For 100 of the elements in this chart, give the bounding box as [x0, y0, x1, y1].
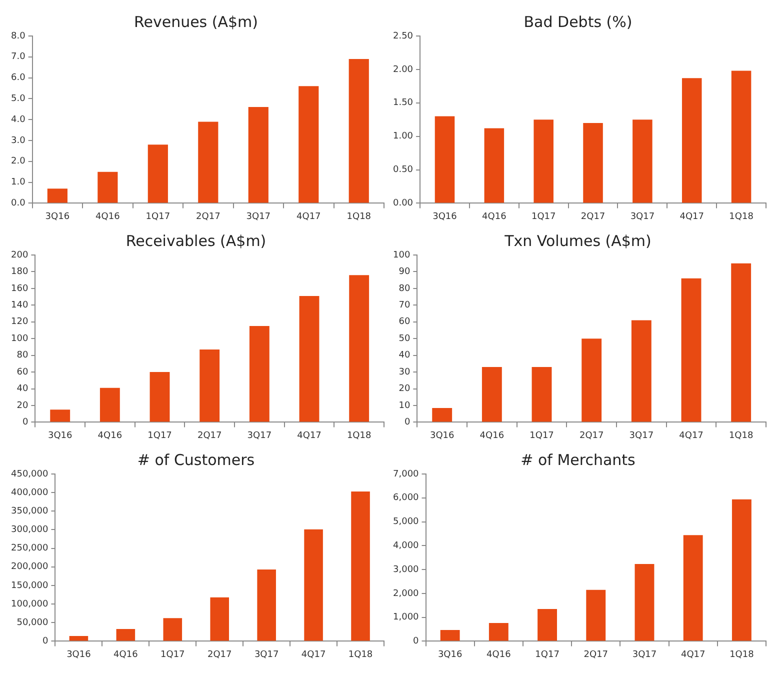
- chart-title: Bad Debts (%): [524, 12, 632, 31]
- bar: [681, 278, 702, 422]
- x-tick-label: 2Q17: [197, 430, 222, 441]
- y-tick-label: 0: [42, 636, 48, 647]
- bar: [210, 597, 230, 641]
- bar: [69, 636, 88, 641]
- y-tick-label: 5,000: [393, 517, 420, 528]
- x-tick-label: 1Q17: [160, 650, 185, 660]
- bar: [440, 630, 460, 641]
- y-tick-label: 0: [413, 636, 420, 647]
- bar: [682, 78, 702, 203]
- y-tick-label: 50,000: [16, 618, 48, 628]
- y-tick-label: 60: [16, 367, 28, 378]
- y-tick-label: 7.0: [10, 52, 26, 62]
- x-tick-label: 1Q18: [346, 212, 372, 222]
- y-tick-label: 140: [10, 300, 28, 311]
- y-tick-label: 180: [10, 267, 28, 278]
- y-tick-label: 1,000: [393, 612, 420, 623]
- y-tick-label: 400,000: [11, 488, 48, 498]
- x-tick-label: 3Q16: [430, 430, 454, 441]
- x-tick-label: 4Q16: [98, 430, 122, 441]
- y-tick-label: 7,000: [393, 469, 420, 480]
- y-tick-label: 1.00: [392, 132, 414, 142]
- y-tick-label: 40: [398, 350, 410, 361]
- y-tick-label: 200,000: [11, 562, 48, 572]
- x-tick-label: 3Q16: [45, 212, 70, 222]
- x-tick-label: 3Q17: [630, 212, 655, 222]
- bar: [632, 120, 652, 203]
- chart-title: # of Merchants: [520, 450, 636, 469]
- x-tick-label: 4Q16: [114, 650, 138, 660]
- x-tick-label: 1Q17: [530, 430, 554, 441]
- bar: [732, 499, 752, 641]
- y-tick-label: 160: [10, 284, 28, 294]
- x-tick-label: 4Q16: [486, 650, 512, 660]
- y-tick-label: 100: [10, 334, 28, 344]
- y-tick-label: 70: [398, 300, 410, 311]
- bar: [488, 623, 508, 641]
- chart-title: Receivables (A$m): [126, 232, 266, 250]
- chart-title: Revenues (A$m): [134, 12, 258, 31]
- bar: [683, 535, 703, 641]
- y-tick-label: 0.50: [392, 165, 414, 176]
- x-tick-label: 4Q17: [296, 212, 321, 222]
- x-tick-label: 4Q16: [480, 430, 504, 441]
- x-tick-label: 3Q17: [254, 650, 279, 660]
- x-tick-label: 3Q16: [438, 650, 462, 660]
- y-tick-label: 100,000: [11, 599, 48, 610]
- chart-title: # of Customers: [137, 450, 255, 469]
- bar: [538, 608, 557, 641]
- x-tick-label: 3Q17: [247, 430, 272, 441]
- bar: [351, 491, 370, 641]
- bar: [100, 388, 120, 422]
- bar: [586, 590, 606, 641]
- x-tick-label: 4Q17: [680, 650, 706, 660]
- y-tick-label: 20: [398, 384, 410, 394]
- y-tick-label: 0: [404, 418, 410, 428]
- y-tick-label: 150,000: [11, 580, 48, 591]
- y-tick-label: 5.0: [10, 94, 26, 104]
- x-tick-label: 4Q16: [482, 212, 507, 222]
- bar: [257, 569, 276, 641]
- x-tick-label: 3Q17: [629, 430, 654, 441]
- x-tick-label: 2Q17: [196, 212, 220, 222]
- x-tick-label: 4Q17: [679, 430, 704, 441]
- x-tick-label: 1Q17: [535, 650, 560, 660]
- y-tick-label: 80: [16, 350, 28, 361]
- x-tick-label: 4Q17: [680, 212, 704, 222]
- bar: [47, 188, 68, 203]
- x-tick-label: 2Q17: [207, 650, 232, 660]
- y-tick-label: 80: [398, 284, 410, 294]
- x-tick-label: 2Q17: [584, 650, 608, 660]
- y-tick-label: 6,000: [393, 493, 420, 504]
- bar: [116, 628, 136, 641]
- y-tick-label: 10: [398, 400, 410, 411]
- bar: [249, 326, 270, 422]
- y-tick-label: 1.50: [392, 98, 414, 108]
- bar: [582, 338, 602, 422]
- x-tick-label: 1Q18: [730, 650, 754, 660]
- x-tick-label: 2Q17: [579, 430, 604, 441]
- y-tick-label: 6.0: [10, 73, 26, 84]
- bar: [349, 275, 370, 422]
- bar: [163, 618, 182, 641]
- bar: [583, 122, 603, 203]
- bar: [304, 529, 323, 641]
- x-tick-label: 3Q16: [48, 430, 72, 441]
- y-tick-label: 60: [398, 317, 410, 328]
- x-tick-label: 3Q16: [432, 212, 458, 222]
- y-tick-label: 3,000: [393, 564, 420, 575]
- y-tick-label: 450,000: [11, 469, 48, 480]
- y-tick-label: 3.0: [10, 136, 26, 146]
- y-tick-label: 0: [22, 418, 28, 428]
- y-tick-label: 200: [10, 250, 28, 260]
- x-tick-label: 4Q16: [96, 212, 120, 222]
- x-tick-label: 1Q18: [729, 212, 754, 222]
- chart-title: Txn Volumes (A$m): [504, 232, 652, 250]
- x-tick-label: 1Q18: [348, 650, 373, 660]
- y-tick-label: 4,000: [393, 541, 420, 551]
- bar: [484, 128, 504, 203]
- bar: [150, 372, 170, 422]
- bar: [482, 367, 502, 422]
- x-tick-label: 2Q17: [580, 212, 606, 222]
- bar: [532, 367, 552, 422]
